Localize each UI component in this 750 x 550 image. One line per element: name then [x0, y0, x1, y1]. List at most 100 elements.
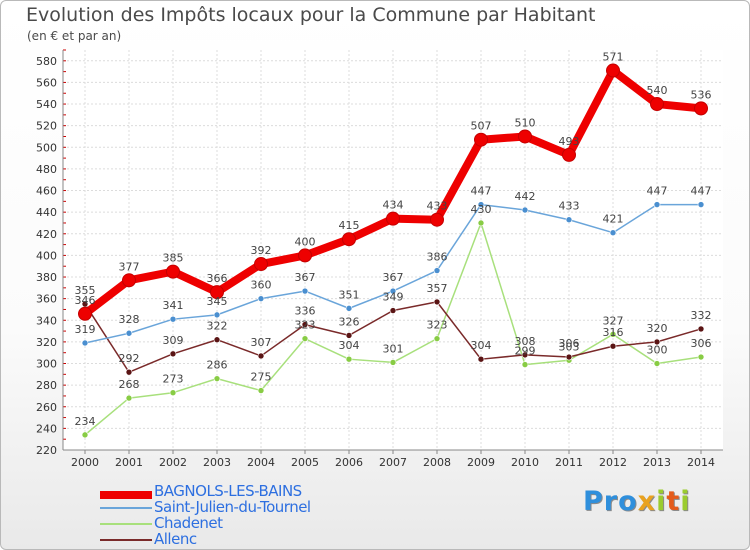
y-tick-label: 240 — [36, 422, 57, 435]
data-point — [213, 311, 221, 319]
data-label: 367 — [295, 271, 316, 284]
data-point — [213, 336, 221, 344]
y-tick-label: 520 — [36, 120, 57, 133]
data-label: 273 — [163, 373, 184, 386]
legend-label-chadenet: Chadenet — [154, 514, 223, 532]
data-label: 299 — [515, 345, 536, 358]
data-point — [169, 315, 177, 323]
data-label: 275 — [251, 371, 272, 384]
data-label: 346 — [75, 294, 96, 307]
data-label: 386 — [427, 251, 448, 264]
data-label: 286 — [207, 359, 228, 372]
data-point — [81, 339, 89, 347]
data-point — [122, 273, 136, 288]
data-label: 507 — [471, 120, 492, 133]
data-label: 328 — [119, 313, 140, 326]
data-label: 303 — [559, 340, 580, 353]
data-label: 316 — [603, 326, 624, 339]
data-point — [477, 219, 485, 227]
data-point — [650, 97, 664, 112]
data-point — [609, 342, 617, 350]
data-label: 442 — [515, 190, 536, 203]
data-label: 447 — [691, 185, 712, 198]
legend-swatch-allenc — [100, 539, 152, 541]
data-point — [257, 352, 265, 360]
y-tick-label: 320 — [36, 336, 57, 349]
y-tick-label: 480 — [36, 163, 57, 176]
legend-swatch-chadenet — [100, 523, 152, 525]
data-point — [653, 201, 661, 208]
y-tick-label: 220 — [36, 444, 57, 457]
data-label: 447 — [647, 185, 668, 198]
legend-label-saint-julien: Saint-Julien-du-Tournel — [154, 498, 311, 516]
legend-item-allenc: Allenc — [100, 530, 400, 548]
x-tick-label: 2008 — [423, 456, 451, 469]
data-point — [433, 298, 441, 306]
data-point — [697, 201, 705, 208]
legend-swatch-saint-julien — [100, 507, 152, 509]
data-point — [477, 201, 485, 208]
legend-item-chadenet: Chadenet — [100, 514, 400, 532]
y-tick-label: 460 — [36, 185, 57, 198]
data-point — [609, 331, 617, 338]
legend-label-bagnols: BAGNOLS-LES-BAINS — [154, 482, 302, 500]
data-point — [125, 394, 133, 402]
y-tick-label: 500 — [36, 141, 57, 154]
y-tick-label: 580 — [36, 55, 57, 68]
data-point — [166, 264, 180, 279]
x-tick-label: 2001 — [115, 456, 143, 469]
y-tick-label: 340 — [36, 314, 57, 327]
data-label: 357 — [427, 282, 448, 295]
x-tick-label: 2003 — [203, 456, 231, 469]
data-label: 392 — [251, 244, 272, 257]
data-point — [298, 248, 312, 263]
data-point — [301, 335, 309, 342]
x-tick-label: 2006 — [335, 456, 363, 469]
data-point — [125, 329, 133, 337]
data-label: 571 — [603, 51, 624, 64]
y-tick-label: 540 — [36, 98, 57, 111]
data-point — [257, 387, 265, 394]
data-point — [257, 295, 265, 302]
x-tick-label: 2007 — [379, 456, 407, 469]
data-label: 320 — [647, 322, 668, 335]
x-tick-label: 2011 — [555, 456, 583, 469]
y-tick-label: 560 — [36, 76, 57, 89]
data-point — [389, 287, 397, 295]
data-label: 447 — [471, 185, 492, 198]
data-point — [430, 212, 444, 227]
data-point — [386, 211, 400, 226]
data-label: 304 — [339, 339, 360, 352]
y-tick-label: 360 — [36, 293, 57, 306]
data-label: 510 — [515, 116, 536, 129]
data-label: 367 — [383, 271, 404, 284]
data-point — [345, 305, 353, 312]
data-label: 433 — [427, 200, 448, 213]
data-label: 336 — [295, 305, 316, 318]
data-label: 433 — [559, 200, 580, 213]
legend-item-bagnols: BAGNOLS-LES-BAINS — [100, 482, 400, 500]
data-label: 300 — [647, 344, 668, 357]
data-label: 326 — [339, 315, 360, 328]
y-tick-label: 400 — [36, 249, 57, 262]
data-point — [301, 321, 309, 328]
data-label: 319 — [75, 323, 96, 336]
data-point — [653, 338, 661, 346]
data-label: 341 — [163, 299, 184, 312]
data-point — [697, 325, 705, 333]
data-label: 366 — [207, 272, 228, 285]
data-point — [694, 101, 708, 116]
data-label: 349 — [383, 291, 404, 304]
data-point — [254, 257, 268, 272]
data-label: 434 — [383, 199, 404, 212]
x-tick-label: 2005 — [291, 456, 319, 469]
x-tick-label: 2012 — [599, 456, 627, 469]
data-point — [345, 332, 353, 339]
data-point — [521, 206, 529, 214]
y-tick-label: 420 — [36, 228, 57, 241]
data-point — [474, 132, 488, 147]
data-point — [169, 350, 177, 358]
chart-subtitle: (en € et par an) — [27, 29, 122, 43]
data-label: 306 — [559, 337, 580, 350]
data-point — [345, 355, 353, 363]
